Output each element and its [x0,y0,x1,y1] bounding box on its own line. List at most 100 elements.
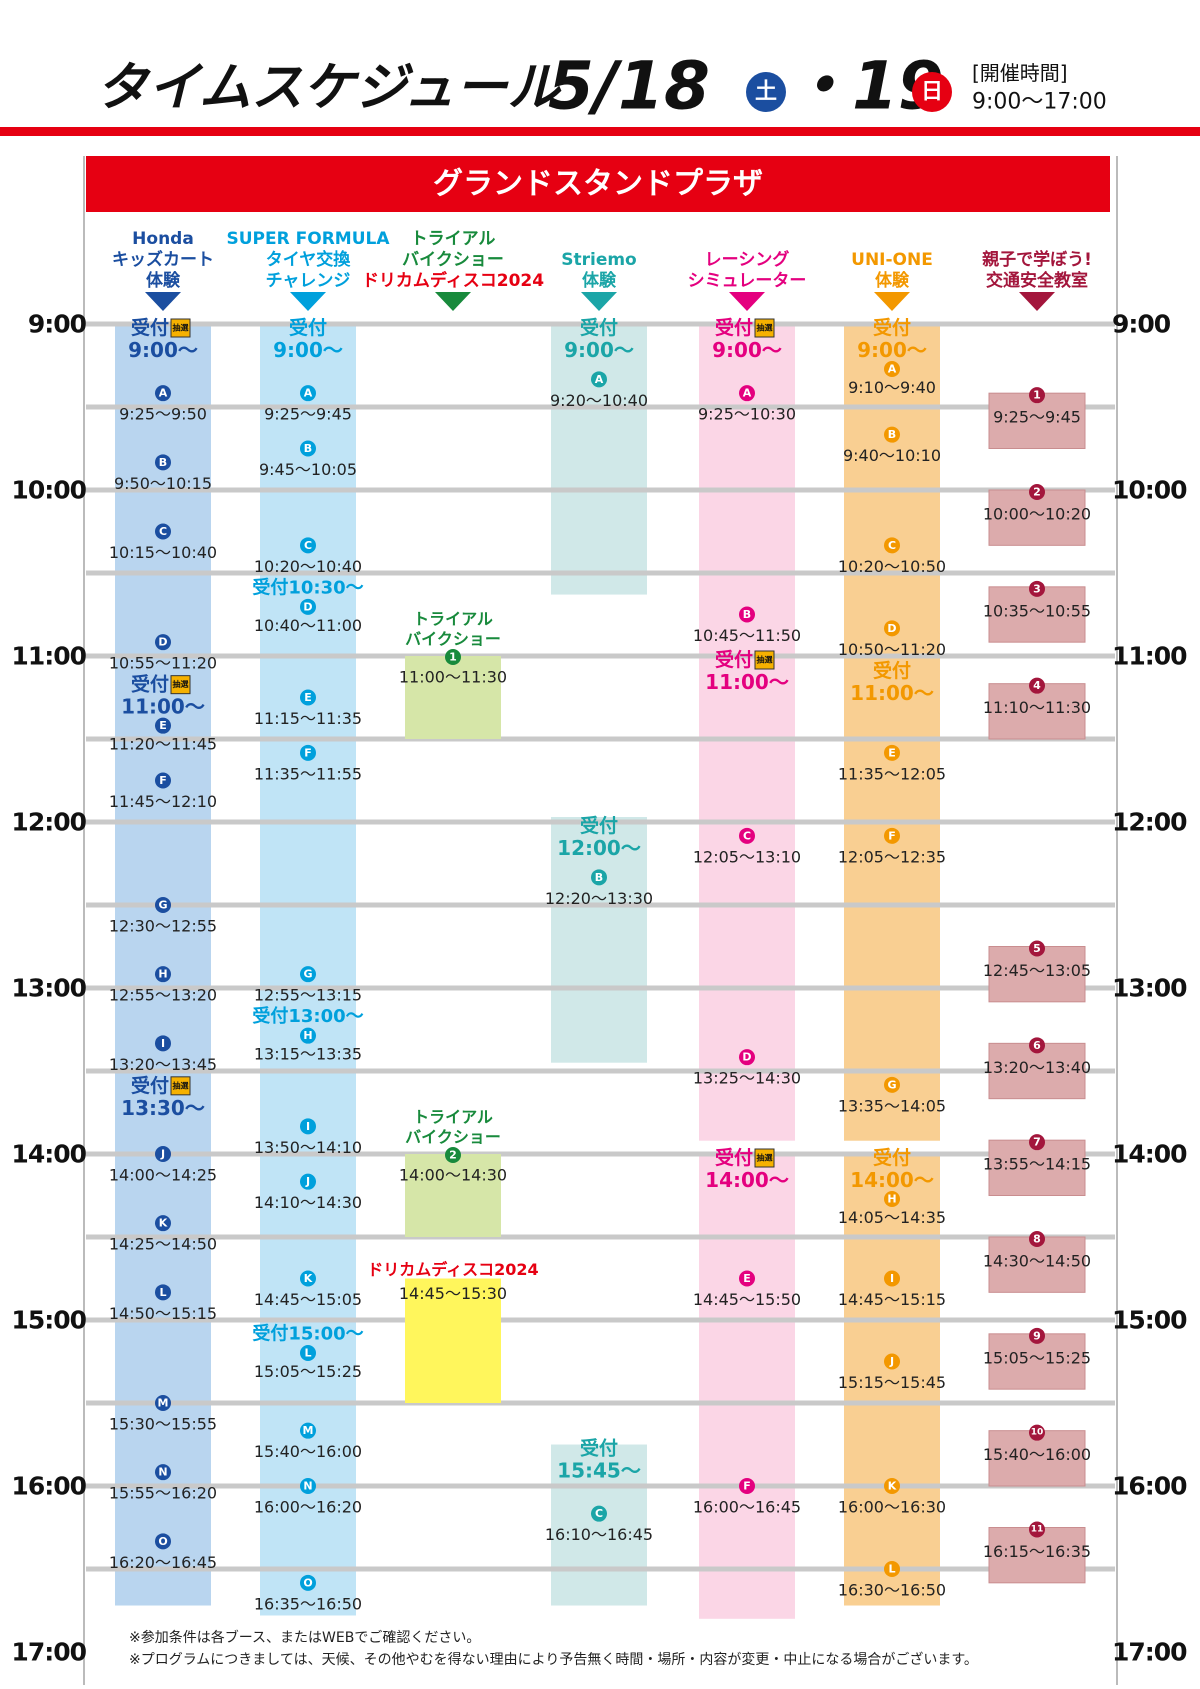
slot-badge-label: I [306,1120,310,1133]
slot-badge-label: D [887,622,896,635]
slot-badge [155,1464,171,1481]
slot-time: 9:50〜10:15 [114,474,212,493]
slot-badge-label: E [159,719,167,732]
slot-badge [1029,1327,1045,1344]
heading-arrow [435,292,471,311]
reception-label: 受付 [873,659,911,682]
column-heading: Honda [132,229,194,249]
column-heading: タイヤ交換 [266,249,351,270]
slot-badge-label: M [158,1397,169,1410]
slot-time: 13:20〜13:40 [983,1058,1091,1077]
slot-badge [300,689,316,706]
slot-badge [884,1076,900,1093]
slot-time: 16:00〜16:45 [693,1498,801,1517]
slot-badge-label: E [304,691,312,704]
slot-time: 14:10〜14:30 [254,1193,362,1212]
slot-badge [445,649,461,665]
slot-badge [155,1395,171,1411]
slot-badge-label: A [595,373,604,386]
slot-time: 15:05〜15:25 [983,1348,1091,1367]
hour-label: 14:00 [11,1140,86,1169]
slot-time: 12:55〜13:15 [254,986,362,1005]
slot-time: 9:45〜10:05 [259,460,357,479]
slot-badge [155,523,171,540]
slot-badge [591,371,607,388]
lottery-label: 抽選 [757,1153,773,1163]
slot-badge-label: F [159,774,167,787]
reception-time: 9:00〜 [857,338,927,362]
slot-badge [739,1049,755,1066]
slot-badge [884,426,900,443]
slot-badge-label: A [743,387,752,400]
slot-badge-label: B [595,871,603,884]
slot-badge-label: B [304,442,312,455]
slot-badge [300,537,316,554]
slot-badge [739,1270,755,1287]
column-bar [699,324,795,1141]
lottery-badge [754,318,775,338]
slot-badge [1029,1134,1045,1151]
column-heading: トライアル [411,229,496,249]
slot-badge [739,827,755,844]
slot-badge [155,1035,171,1052]
slot-time: 13:35〜14:05 [838,1096,946,1115]
slot-time: 15:15〜15:45 [838,1373,946,1392]
hour-label: 11:00 [11,642,86,671]
slot-badge-label: O [303,1576,312,1589]
slot-badge-label: J [305,1175,310,1188]
slot-badge [300,1270,316,1287]
slot-badge-label: G [887,1078,896,1091]
slot-time: 10:55〜11:20 [109,654,217,673]
column-bar [551,817,647,1063]
slot-badge [300,1118,316,1135]
slot-time: 10:35〜10:55 [983,601,1091,620]
reception-time: 14:00〜 [705,1168,789,1192]
slot-badge-label: F [888,829,896,842]
hour-label: 9:00 [28,310,87,339]
time-lines [86,321,1115,1572]
slot-time: 14:00〜14:30 [399,1166,507,1185]
reception-time: 12:00〜 [557,836,641,860]
slot-badge [591,869,607,886]
slot-badge [155,634,171,651]
slot-time: 14:25〜14:50 [109,1235,217,1254]
slot-time: 16:00〜16:20 [254,1498,362,1517]
column-heading: 交通安全教室 [986,270,1088,291]
reception-label: 受付 [715,316,753,339]
column-bar [115,324,211,1606]
slot-badge-label: 6 [1033,1039,1041,1052]
hour-label: 15:00 [1112,1306,1187,1335]
column-heading: Striemo [561,250,637,270]
heading-arrow [1019,292,1055,311]
boxes [405,392,1086,1584]
slot-time: 11:20〜11:45 [109,735,217,754]
slot-badge-label: 10 [1031,1428,1044,1438]
slot-badge [155,897,171,913]
reception-time: 9:00〜 [564,338,634,362]
slot-badge [300,1027,316,1044]
slot-badge-label: L [888,1563,895,1576]
slot-badge-label: 9 [1033,1329,1041,1342]
reception-label: 受付 [715,648,753,671]
slot-badge [884,1191,900,1207]
hour-label: 16:00 [11,1472,86,1501]
reception-time: 9:00〜 [712,338,782,362]
slot-badge [155,717,171,734]
slot-badge [1029,677,1045,694]
slot-badge-label: M [303,1424,314,1437]
slot-time: 12:20〜13:30 [545,889,653,908]
reception-inline: 受付10:30〜 [252,576,363,598]
slot-badge [155,1284,171,1301]
slot-time: 16:15〜16:35 [983,1542,1091,1561]
reception-label: 受付 [131,1074,169,1097]
slot-time: 10:45〜11:50 [693,626,801,645]
column-heading: SUPER FORMULA [227,229,391,249]
slot-badge [155,1215,171,1232]
slot-badge-label: A [888,363,897,376]
reception-label: 受付 [715,1146,753,1169]
lottery-badge [754,650,775,670]
slot-time: 16:30〜16:50 [838,1581,946,1600]
reception-label: 受付 [131,316,169,339]
